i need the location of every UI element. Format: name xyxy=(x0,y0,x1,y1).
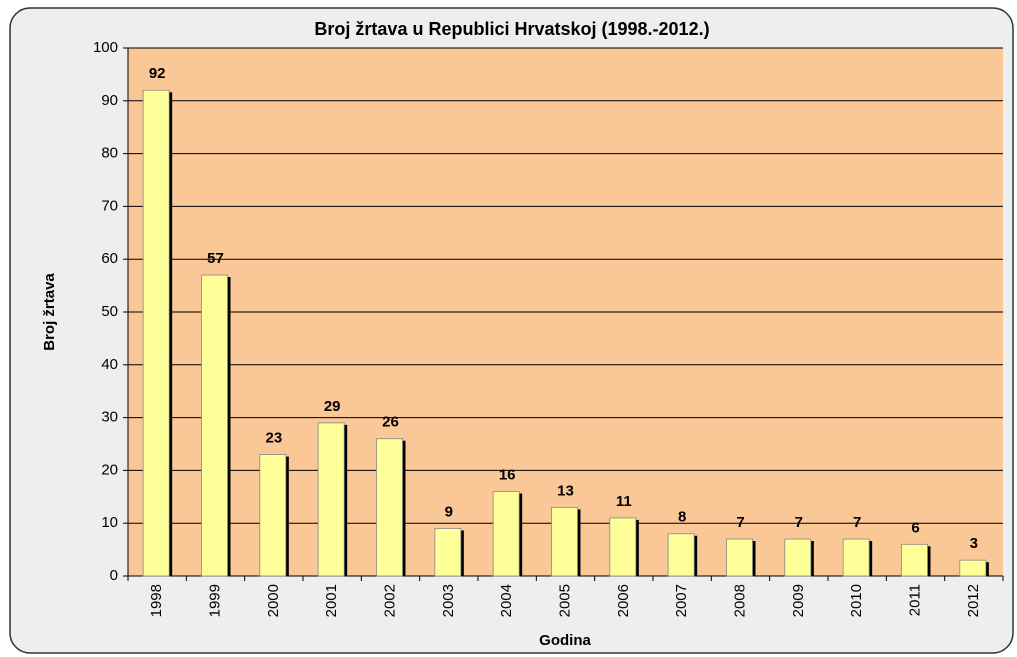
y-tick-label: 80 xyxy=(101,145,118,162)
value-label: 6 xyxy=(911,519,919,536)
value-label: 29 xyxy=(324,398,341,415)
x-tick-label: 2006 xyxy=(615,584,632,617)
x-tick-label: 2008 xyxy=(731,584,748,617)
chart-title: Broj žrtava u Republici Hrvatskoj (1998.… xyxy=(314,19,709,39)
bar xyxy=(376,438,403,577)
x-tick-label: 1999 xyxy=(206,584,223,617)
bar xyxy=(434,528,462,577)
bar xyxy=(784,538,812,577)
y-tick-label: 90 xyxy=(101,92,118,109)
bar xyxy=(142,89,170,577)
bar xyxy=(667,533,695,577)
y-tick-label: 30 xyxy=(101,409,118,426)
bar xyxy=(201,274,228,577)
value-label: 11 xyxy=(616,493,632,510)
value-label: 57 xyxy=(207,250,224,267)
x-tick-label: 2012 xyxy=(965,584,982,617)
y-tick-label: 70 xyxy=(101,197,118,214)
bar xyxy=(901,543,928,577)
value-label: 8 xyxy=(678,509,686,526)
value-label: 7 xyxy=(736,514,744,531)
y-tick-label: 20 xyxy=(101,461,118,478)
value-label: 16 xyxy=(499,466,516,483)
bar xyxy=(259,454,287,577)
x-tick-label: 2005 xyxy=(556,584,573,617)
y-tick-label: 100 xyxy=(93,39,118,56)
y-tick-label: 0 xyxy=(110,567,118,584)
bar xyxy=(317,422,345,577)
value-label: 3 xyxy=(970,535,978,552)
value-label: 92 xyxy=(149,65,166,82)
x-tick-label: 2009 xyxy=(790,584,807,617)
x-tick-label: 1998 xyxy=(148,584,165,617)
x-tick-label: 2010 xyxy=(848,584,865,617)
bar xyxy=(959,559,987,577)
y-tick-label: 60 xyxy=(101,250,118,267)
x-tick-label: 2011 xyxy=(906,584,923,616)
bar xyxy=(551,506,578,577)
value-label: 7 xyxy=(795,514,803,531)
value-label: 7 xyxy=(853,514,861,531)
y-tick-label: 50 xyxy=(101,303,118,320)
bar xyxy=(842,538,870,577)
value-label: 23 xyxy=(265,430,282,447)
value-label: 13 xyxy=(557,482,574,499)
y-axis-title: Broj žrtava xyxy=(41,273,58,351)
x-axis-title: Godina xyxy=(539,632,591,649)
y-tick-label: 40 xyxy=(101,356,118,373)
x-tick-label: 2001 xyxy=(323,584,340,617)
x-tick-label: 2004 xyxy=(498,584,515,617)
bar xyxy=(609,517,637,577)
bar xyxy=(726,538,753,577)
x-tick-label: 2002 xyxy=(381,584,398,617)
bar xyxy=(492,491,520,577)
value-label: 9 xyxy=(445,503,453,520)
x-tick-label: 2000 xyxy=(265,584,282,617)
x-tick-label: 2003 xyxy=(440,584,457,617)
y-tick-label: 10 xyxy=(101,514,118,531)
x-tick-label: 2007 xyxy=(673,584,690,617)
value-label: 26 xyxy=(382,414,399,431)
